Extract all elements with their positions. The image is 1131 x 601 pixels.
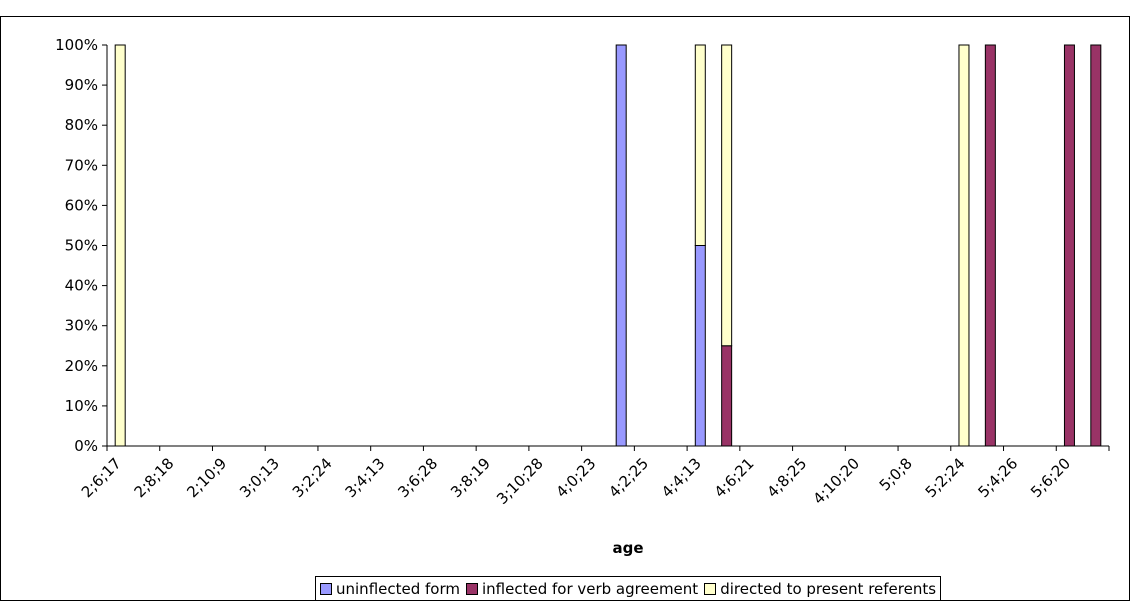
- y-tick-label: 70%: [65, 156, 98, 174]
- bar-segment-directed: [114, 44, 126, 447]
- axes: [102, 44, 1110, 451]
- legend-swatch-inflected: [465, 582, 478, 595]
- y-tick-labels: 0% 10% 20% 30% 40% 50% 60% 70% 80% 90% 100%: [55, 36, 98, 455]
- legend-label-directed: directed to present referents: [720, 579, 937, 598]
- bar-segment-uninflected: [615, 44, 627, 447]
- bar-segment-directed: [694, 44, 706, 246]
- bar-segment-inflected: [1090, 44, 1102, 447]
- y-tick-label: 10%: [65, 397, 98, 415]
- y-tick-label: 0%: [74, 437, 98, 455]
- y-tick-label: 80%: [65, 116, 98, 134]
- y-tick-label: 90%: [65, 76, 98, 94]
- y-tick-label: 100%: [55, 36, 98, 54]
- chart-border: [0, 16, 1130, 601]
- legend-swatch-directed: [704, 582, 717, 595]
- x-axis-label: age: [612, 539, 643, 557]
- legend-item-inflected: inflected for verb agreement: [465, 579, 699, 598]
- y-tick-label: 50%: [65, 237, 98, 255]
- bar-segment-uninflected: [694, 245, 706, 447]
- legend-label-uninflected: uninflected form: [336, 579, 460, 598]
- y-tick-label: 60%: [65, 196, 98, 214]
- bar-segment-inflected: [1063, 44, 1075, 447]
- legend-label-inflected: inflected for verb agreement: [481, 579, 699, 598]
- legend-item-uninflected: uninflected form: [320, 580, 460, 598]
- y-tick-label: 20%: [65, 357, 98, 375]
- bar-segment-directed: [721, 44, 733, 347]
- bar-segment-inflected: [984, 44, 996, 447]
- legend: uninflected form inflected for verb agre…: [315, 576, 942, 600]
- y-tick-label: 30%: [65, 317, 98, 335]
- bars: [114, 44, 1102, 447]
- bar-segment-directed: [958, 44, 970, 447]
- legend-swatch-uninflected: [320, 582, 332, 595]
- y-tick-label: 40%: [65, 277, 98, 295]
- bar-segment-inflected: [721, 345, 733, 447]
- legend-item-directed: directed to present referents: [704, 580, 936, 598]
